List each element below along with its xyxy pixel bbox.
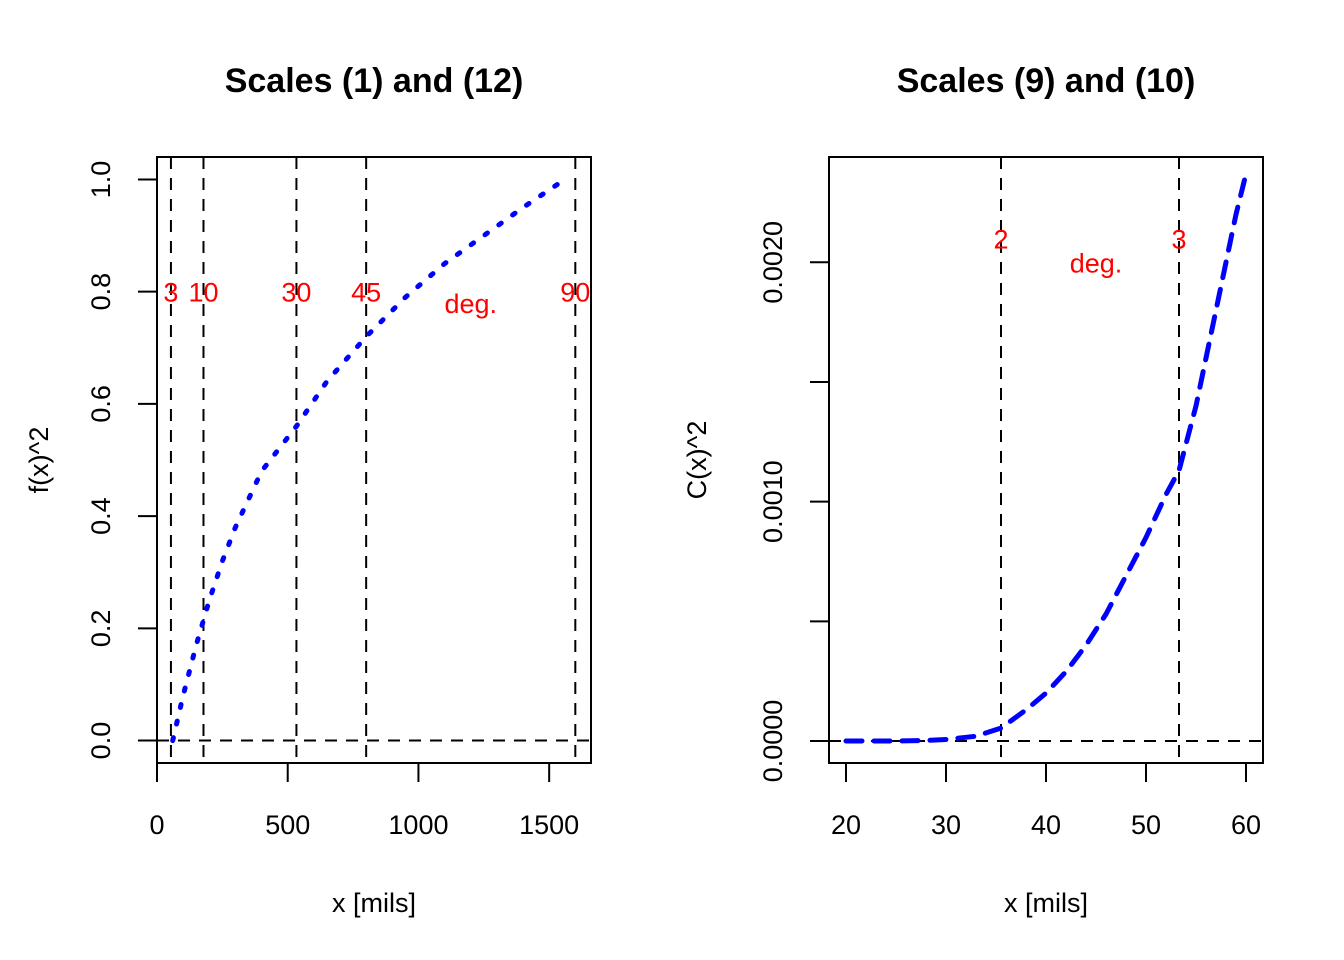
x-tick-label: 1500 bbox=[519, 810, 579, 840]
annotation-label: 90 bbox=[560, 278, 590, 308]
annotation-label: 2 bbox=[993, 224, 1008, 254]
series-line bbox=[843, 171, 1249, 744]
x-tick-label: 40 bbox=[1031, 810, 1061, 840]
x-tick-label: 30 bbox=[931, 810, 961, 840]
y-tick-label: 0.0000 bbox=[758, 700, 788, 783]
x-tick-label: 60 bbox=[1231, 810, 1261, 840]
annotation-label: 3 bbox=[1171, 224, 1186, 254]
annotation-label: 10 bbox=[188, 278, 218, 308]
x-tick-label: 50 bbox=[1131, 810, 1161, 840]
annotation-label: deg. bbox=[1070, 248, 1123, 278]
y-tick-label: 0.4 bbox=[86, 497, 116, 535]
series-line bbox=[170, 176, 568, 744]
x-tick-label: 1000 bbox=[388, 810, 448, 840]
panel-right: Scales (9) and (10) x [mils] C(x)^2 2 3 de… bbox=[682, 62, 1264, 918]
annotation-label: 30 bbox=[281, 278, 311, 308]
y-axis-label: C(x)^2 bbox=[682, 421, 712, 500]
chart-title: Scales (1) and (12) bbox=[225, 62, 524, 100]
chart-title: Scales (9) and (10) bbox=[897, 62, 1196, 100]
panel-left: Scales (1) and (12) x [mils] f(x)^2 3 10 3… bbox=[24, 62, 592, 918]
annotation-label: 3 bbox=[163, 278, 178, 308]
plot-frame bbox=[156, 156, 592, 764]
y-axis-label: f(x)^2 bbox=[24, 427, 54, 494]
plot-frame bbox=[828, 156, 1264, 764]
y-tick-label: 0.2 bbox=[86, 610, 116, 648]
y-tick-label: 1.0 bbox=[86, 161, 116, 199]
y-tick-label: 0.0 bbox=[86, 722, 116, 760]
x-axis-label: x [mils] bbox=[1004, 888, 1088, 918]
y-tick-label: 0.6 bbox=[86, 385, 116, 423]
x-tick-label: 500 bbox=[265, 810, 310, 840]
y-tick-label: 0.0020 bbox=[758, 221, 788, 304]
x-tick-label: 0 bbox=[149, 810, 164, 840]
y-tick-label: 0.8 bbox=[86, 273, 116, 311]
x-tick-label: 20 bbox=[831, 810, 861, 840]
x-axis-label: x [mils] bbox=[332, 888, 416, 918]
annotation-label: deg. bbox=[444, 289, 497, 319]
y-tick-label: 0.0010 bbox=[758, 460, 788, 543]
annotation-label: 45 bbox=[351, 278, 381, 308]
